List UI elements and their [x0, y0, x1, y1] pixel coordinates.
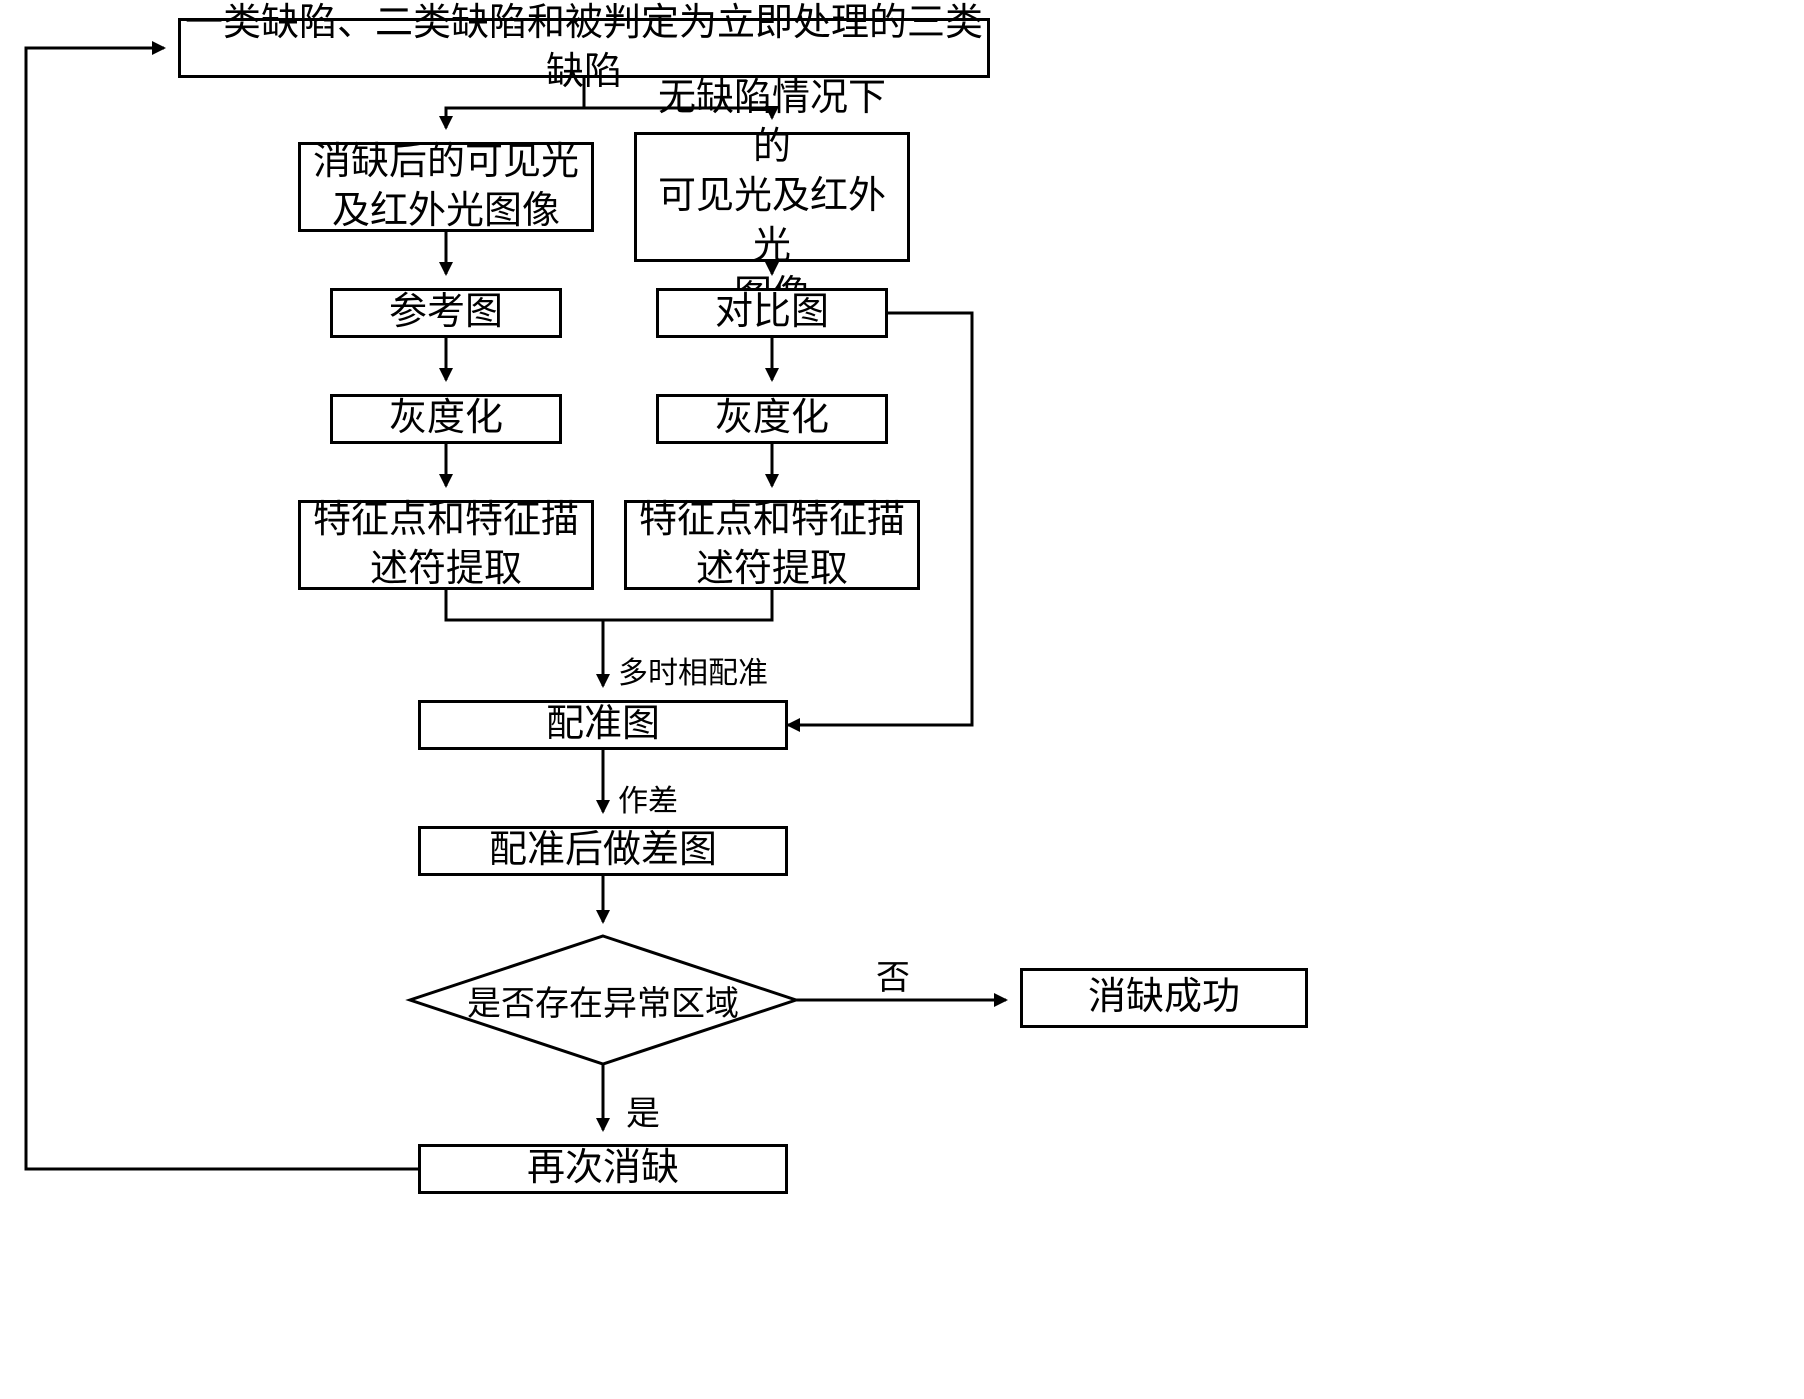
node-again: 再次消缺: [418, 1144, 788, 1194]
node-left_b-label: 参考图: [389, 288, 503, 337]
node-decision-label: 是否存在异常区域: [410, 936, 796, 1064]
node-left_a: 消缺后的可见光及红外光图像: [298, 142, 594, 232]
node-right_a: 无缺陷情况下的可见光及红外光图像: [634, 132, 910, 262]
node-reg-label: 配准图: [546, 700, 660, 749]
node-reg: 配准图: [418, 700, 788, 750]
node-right_b: 对比图: [656, 288, 888, 338]
label-no: 否: [876, 950, 910, 999]
node-left_b: 参考图: [330, 288, 562, 338]
node-right_a-label: 无缺陷情况下的可见光及红外光图像: [641, 74, 903, 321]
node-left_c: 灰度化: [330, 394, 562, 444]
node-top: 一类缺陷、二类缺陷和被判定为立即处理的三类缺陷: [178, 18, 990, 78]
node-left_d-label: 特征点和特征描述符提取: [313, 496, 579, 595]
node-left_a-label: 消缺后的可见光及红外光图像: [313, 138, 579, 237]
node-diff-label: 配准后做差图: [489, 826, 717, 875]
node-right_b-label: 对比图: [715, 288, 829, 337]
node-success: 消缺成功: [1020, 968, 1308, 1028]
node-right_c: 灰度化: [656, 394, 888, 444]
node-right_d-label: 特征点和特征描述符提取: [639, 496, 905, 595]
node-left_d: 特征点和特征描述符提取: [298, 500, 594, 590]
edge-8: [446, 590, 772, 620]
node-right_c-label: 灰度化: [715, 394, 829, 443]
node-decision: 是否存在异常区域: [410, 936, 796, 1064]
label-yes: 是: [626, 1086, 660, 1135]
label-multitemporal: 多时相配准: [618, 648, 768, 692]
label-subtract: 作差: [618, 776, 678, 820]
node-right_d: 特征点和特征描述符提取: [624, 500, 920, 590]
node-diff: 配准后做差图: [418, 826, 788, 876]
node-success-label: 消缺成功: [1088, 973, 1240, 1022]
node-left_c-label: 灰度化: [389, 394, 503, 443]
node-again-label: 再次消缺: [527, 1144, 679, 1193]
